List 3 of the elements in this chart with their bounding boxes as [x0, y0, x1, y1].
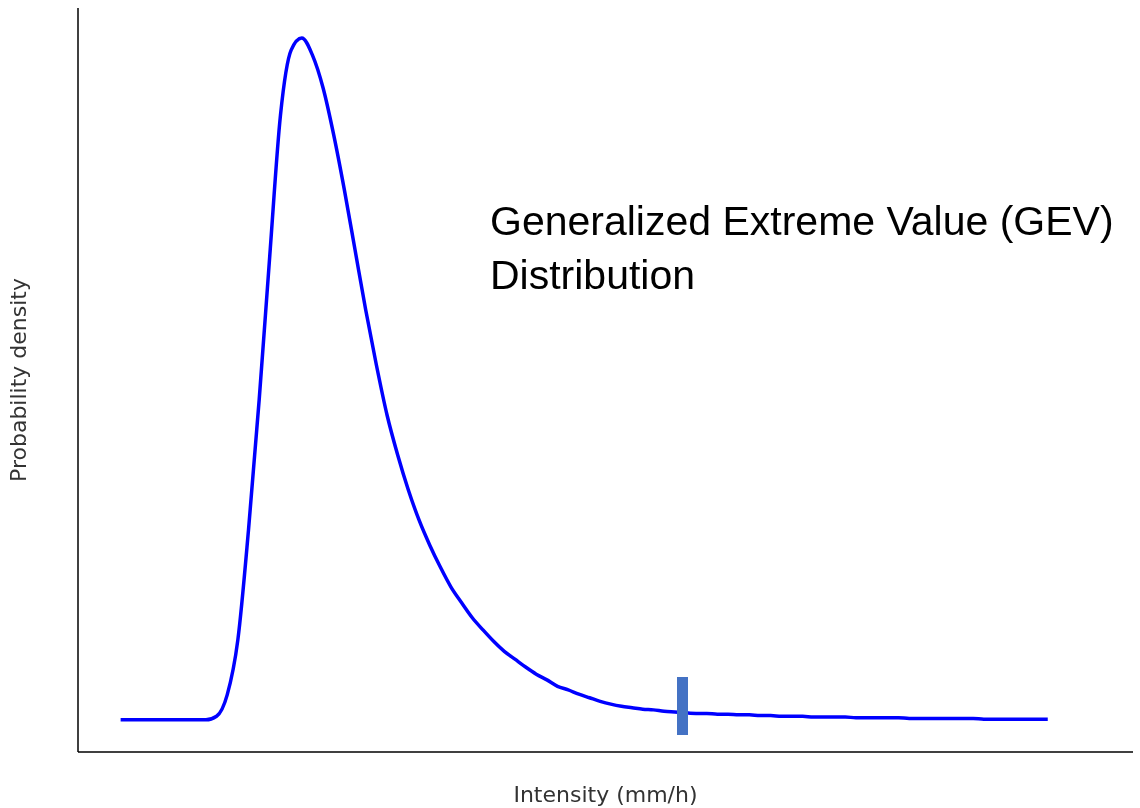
x-axis-title: Intensity (mm/h): [513, 782, 698, 807]
annotation: Generalized Extreme Value (GEV) Distribution: [490, 197, 1115, 300]
y-axis-title: Probability density: [5, 278, 31, 482]
